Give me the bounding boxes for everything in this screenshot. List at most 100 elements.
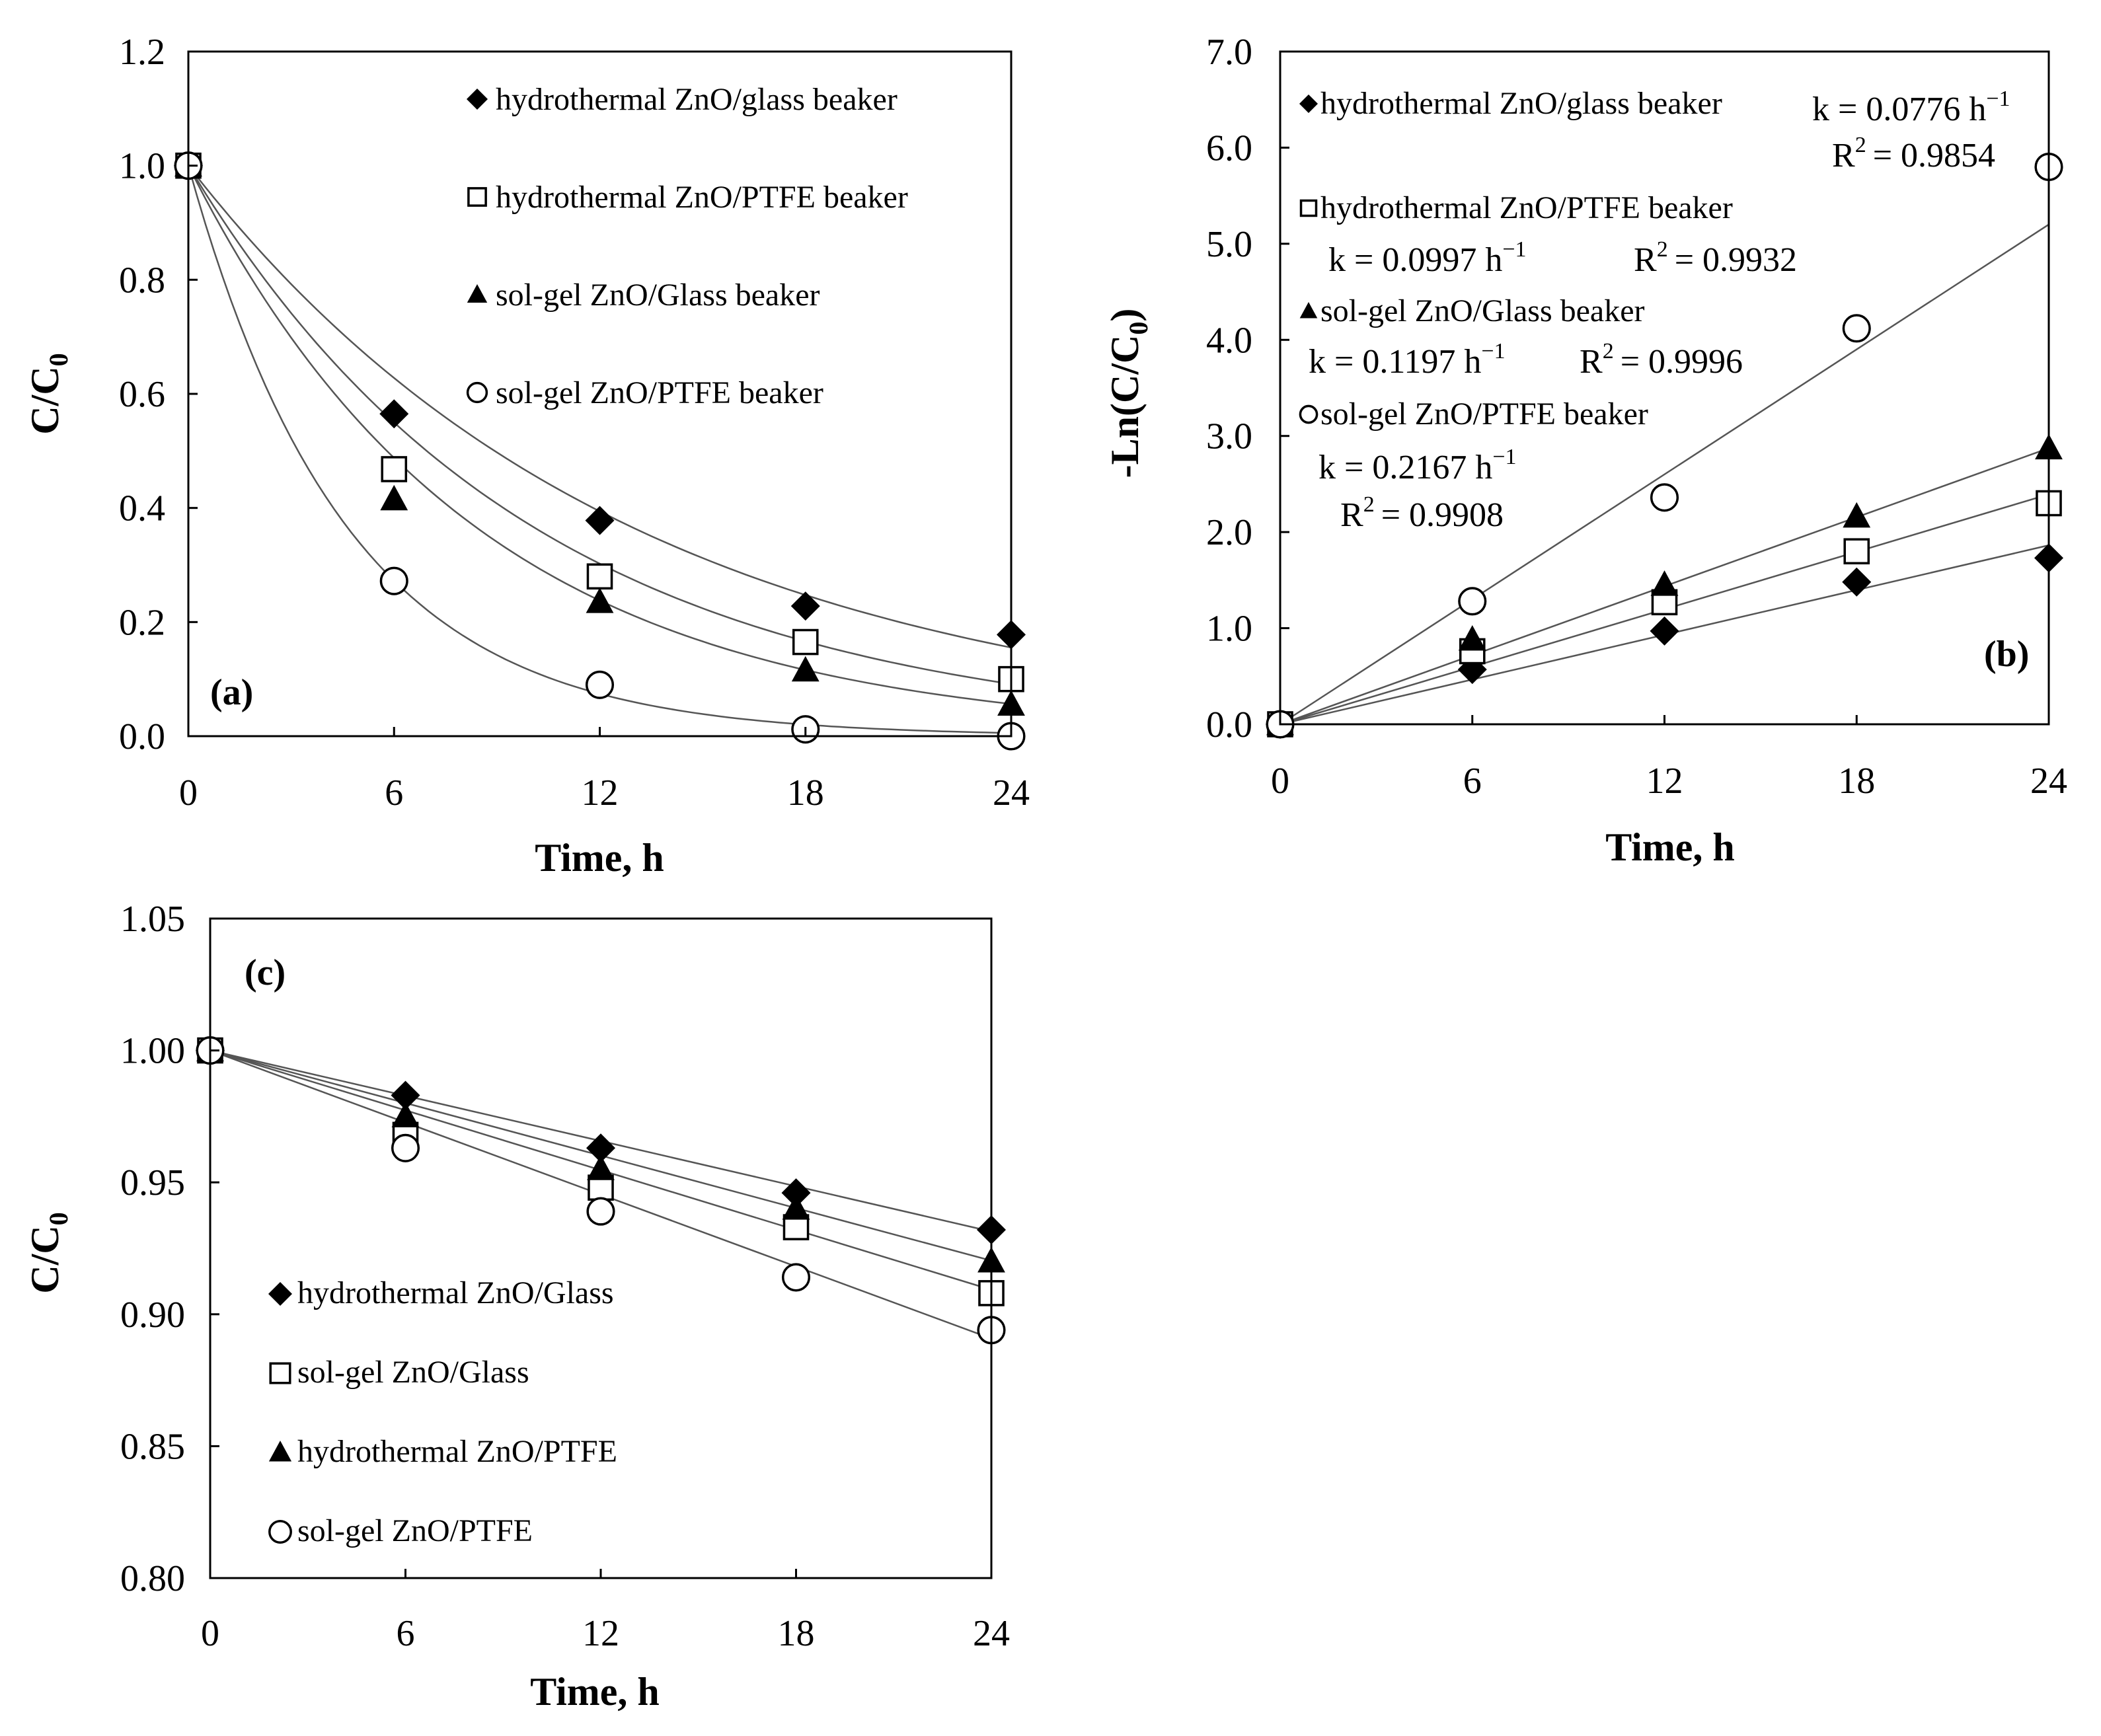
panel-c-plot-frame <box>209 917 993 1579</box>
panel-a-legend-label: hydrothermal ZnO/glass beaker <box>496 82 898 117</box>
y-tick-label: 0.85 <box>120 1426 185 1467</box>
x-tick-label: 6 <box>385 773 403 813</box>
x-tick-label: 0 <box>201 1613 219 1654</box>
data-point-triangle <box>380 484 408 511</box>
annotation-r2-triangle: R2 = 0.9996 <box>1580 339 1743 381</box>
y-tick-label: 5.0 <box>1206 224 1252 265</box>
data-point-triangle <box>1843 502 1871 528</box>
legend-marker-diamond <box>1299 94 1318 113</box>
panel-c-legend: hydrothermal ZnO/Glass sol-gel ZnO/Glass… <box>268 1275 617 1548</box>
y-tick-label: 4.0 <box>1206 320 1252 361</box>
panel-c-xlabel: Time, h <box>530 1670 660 1714</box>
x-tick-label: 6 <box>1463 761 1482 802</box>
legend-marker-square <box>269 1362 291 1384</box>
data-point-circle <box>1650 483 1679 512</box>
x-tick-label: 18 <box>787 773 824 813</box>
panel-b-legend-label: hydrothermal ZnO/glass beaker <box>1320 86 1722 121</box>
y-tick-label: 0.90 <box>120 1295 185 1336</box>
data-point-triangle <box>391 1102 420 1127</box>
legend-marker-square <box>1299 199 1318 217</box>
legend-marker-circle <box>1299 404 1318 424</box>
data-point-diamond <box>1842 567 1872 597</box>
x-tick-label: 0 <box>179 773 198 813</box>
fit-line <box>187 165 1012 705</box>
annotation-k-square: k = 0.0997 h−1 <box>1328 237 1527 279</box>
data-point-diamond <box>585 506 615 535</box>
panel-b-label: (b) <box>1984 634 2029 675</box>
panel-b-legend-label: sol-gel ZnO/Glass beaker <box>1320 293 1645 328</box>
panel-b-ylabel: -Ln(C/C0) <box>1103 309 1153 478</box>
panel-b-xlabel: Time, h <box>1605 825 1735 869</box>
panel-c-legend-label: sol-gel ZnO/PTFE <box>297 1513 533 1548</box>
panel-a-legend: hydrothermal ZnO/glass beaker hydrotherm… <box>466 82 908 410</box>
legend-marker-triangle <box>268 1441 292 1462</box>
data-point-diamond <box>586 1133 615 1163</box>
panel-c-label: (c) <box>245 952 286 993</box>
y-tick-label: 0.95 <box>120 1162 185 1203</box>
data-point-circle <box>379 566 408 595</box>
data-point-circle <box>1842 314 1871 343</box>
x-tick-label: 12 <box>582 773 619 813</box>
y-tick-label: 6.0 <box>1206 128 1252 169</box>
legend-marker-triangle <box>1299 302 1318 319</box>
y-tick-label: 0.0 <box>1206 704 1252 745</box>
y-tick-label: 0.2 <box>119 602 165 643</box>
y-tick-label: 0.4 <box>119 488 165 529</box>
y-tick-label: 7.0 <box>1206 32 1252 73</box>
panel-a-ylabel: C/C0 <box>23 353 73 434</box>
annotation-r2-square: R2 = 0.9932 <box>1634 237 1797 279</box>
fit-line <box>187 165 1012 734</box>
legend-marker-triangle <box>467 284 488 303</box>
y-tick-label: 1.05 <box>120 899 185 940</box>
panel-a-xlabel: Time, h <box>535 836 664 880</box>
panel-a-legend-label: sol-gel ZnO/PTFE beaker <box>496 375 823 410</box>
annotation-k-circle: k = 0.2167 h−1 <box>1318 445 1517 486</box>
legend-marker-diamond <box>467 89 488 110</box>
data-point-circle <box>1458 587 1487 616</box>
y-tick-label: 2.0 <box>1206 512 1252 553</box>
data-point-square <box>1843 538 1870 565</box>
data-point-diamond <box>781 1178 811 1208</box>
y-tick-label: 1.0 <box>1206 609 1252 650</box>
panel-a: 0 6 12 18 24 0.0 0.2 0.4 0.6 0.8 1.0 1.2 (a) Time, … <box>23 32 1030 880</box>
y-tick-label: 0.8 <box>119 260 165 301</box>
legend-marker-circle <box>466 381 488 404</box>
annotation-k-triangle: k = 0.1197 h−1 <box>1309 339 1506 381</box>
x-tick-label: 24 <box>993 773 1030 813</box>
y-tick-label: 1.0 <box>119 146 165 187</box>
data-point-triangle <box>587 1154 615 1180</box>
data-point-diamond <box>379 399 409 429</box>
legend-marker-circle <box>268 1520 292 1544</box>
data-point-triangle <box>1650 570 1679 596</box>
y-tick-label: 1.2 <box>119 32 165 73</box>
x-tick-label: 18 <box>1838 761 1875 802</box>
x-tick-label: 12 <box>582 1613 619 1654</box>
x-tick-label: 12 <box>1646 761 1683 802</box>
panel-a-legend-label: sol-gel ZnO/Glass beaker <box>496 278 820 313</box>
annotation-r2-circle: R2 = 0.9908 <box>1340 492 1504 534</box>
data-point-diamond <box>391 1080 420 1110</box>
data-point-square <box>381 456 408 482</box>
x-tick-label: 18 <box>778 1613 815 1654</box>
fit-line <box>1280 223 2049 726</box>
annotation-r2-diamond: R2 = 0.9854 <box>1832 133 1995 174</box>
panel-b: 0 6 12 18 24 0.0 1.0 2.0 3.0 4.0 5.0 6.0 7.0 (b) Tim… <box>1103 32 2067 869</box>
x-tick-label: 0 <box>1271 761 1289 802</box>
panel-b-legend-label: hydrothermal ZnO/PTFE beaker <box>1320 190 1733 225</box>
y-tick-label: 0.6 <box>119 374 165 415</box>
panel-a-legend-label: hydrothermal ZnO/PTFE beaker <box>496 180 908 215</box>
y-tick-label: 1.00 <box>120 1031 185 1072</box>
data-point-circle <box>585 670 615 699</box>
panel-b-legend: hydrothermal ZnO/glass beaker hydrotherm… <box>1299 86 1733 432</box>
legend-marker-square <box>467 187 487 207</box>
data-point-circle <box>391 1133 420 1162</box>
y-tick-label: 3.0 <box>1206 416 1252 457</box>
x-tick-label: 6 <box>397 1613 415 1654</box>
annotation-k-diamond: k = 0.0776 h−1 <box>1812 87 2010 128</box>
panel-c: 0 6 12 18 24 0.80 0.85 0.90 0.95 1.00 1.05 (c) Tim… <box>23 899 1010 1714</box>
data-point-square <box>792 628 819 656</box>
data-point-diamond <box>790 591 820 621</box>
data-point-triangle <box>1458 625 1486 651</box>
data-point-diamond <box>1650 616 1679 646</box>
x-tick-label: 24 <box>973 1613 1010 1654</box>
